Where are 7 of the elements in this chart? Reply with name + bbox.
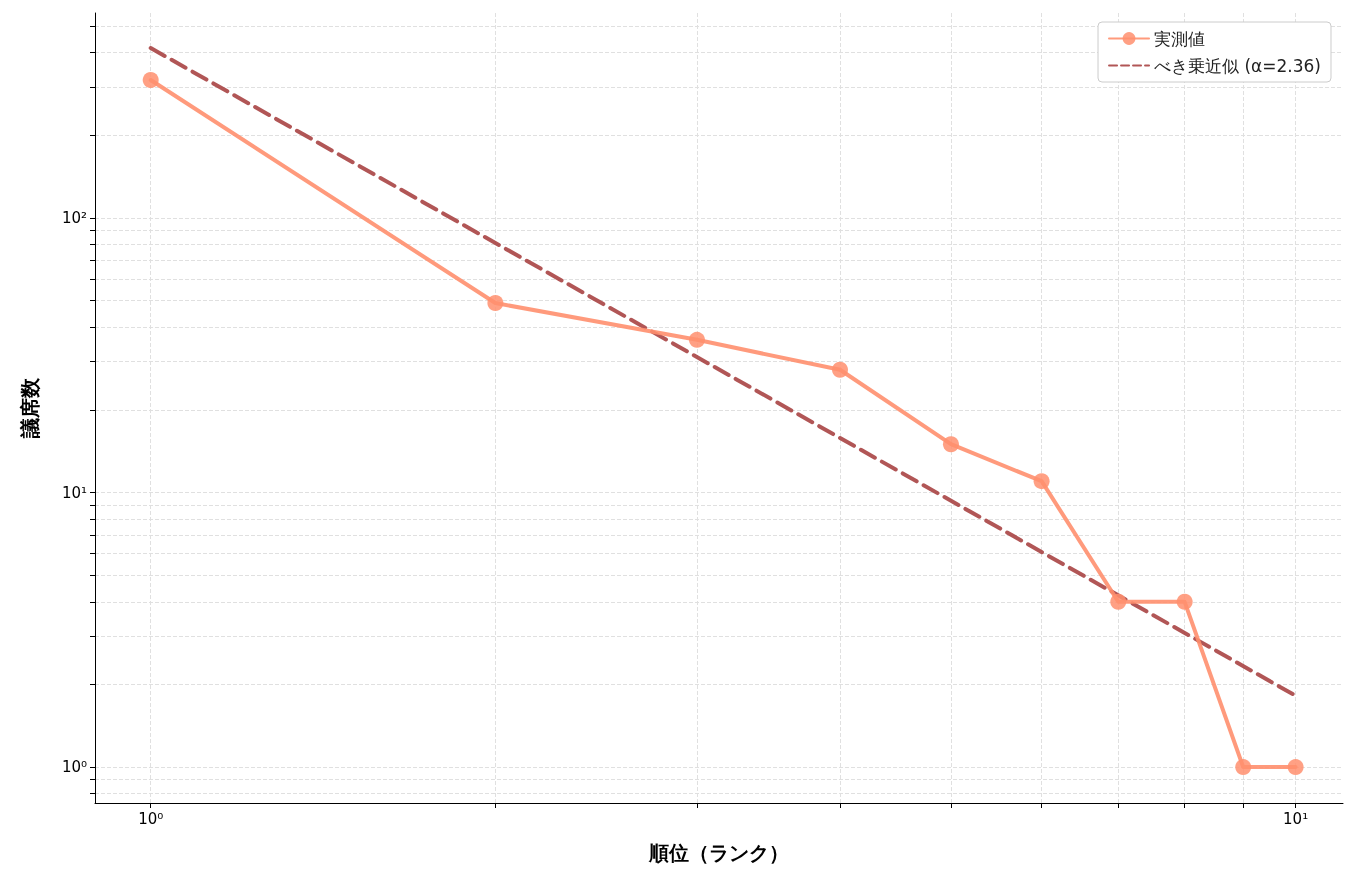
y-tick-label: 10¹ [61, 483, 87, 502]
legend-label: べき乗近似 (α=2.36) [1154, 55, 1322, 76]
y-tick-label: 10⁰ [61, 758, 87, 777]
y-tick-label: 10² [61, 208, 87, 227]
legend-label: 実測値 [1154, 28, 1206, 49]
y-axis-title: 議席数 [18, 377, 42, 439]
x-axis-title: 順位（ランク） [648, 841, 789, 865]
